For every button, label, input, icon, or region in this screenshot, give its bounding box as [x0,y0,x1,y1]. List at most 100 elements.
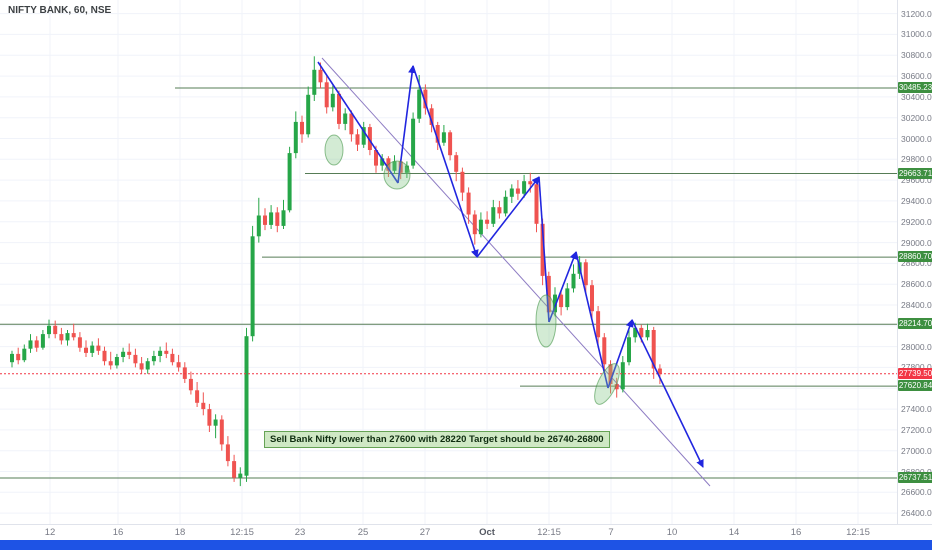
candle-body [343,113,348,124]
candle-body [583,262,588,286]
candle-body [540,223,545,276]
candle-body [417,89,422,119]
candle-body [485,219,490,224]
price-tick-label: 28000.00 [901,341,932,352]
trend-arrow[interactable] [607,319,634,389]
candle-body [553,294,557,313]
candle-body [546,275,551,313]
candle-body [380,158,385,166]
highlight-ellipse[interactable] [590,360,625,407]
candle-body [263,215,267,225]
price-tick-label: 27400.00 [901,404,932,415]
trend-arrow[interactable] [476,176,540,258]
highlight-ellipse[interactable] [535,294,557,348]
candle-body [139,363,144,370]
candle-body [608,364,613,385]
candle-body [503,196,508,214]
candle-body [77,337,82,348]
time-tick-label: 16 [790,527,802,538]
candle-body [602,337,607,365]
candle-body [651,330,656,369]
trend-arrow[interactable] [397,65,417,184]
candle-body [232,461,237,478]
time-tick-label: 16 [112,527,124,538]
symbol-title: NIFTY BANK, 60, NSE [8,5,112,16]
highlight-ellipse[interactable] [383,160,411,190]
trend-arrow[interactable] [548,251,578,323]
candle-body [571,273,576,289]
level-lines-layer[interactable] [0,87,897,479]
candle-body [22,348,27,361]
candle-body [207,409,212,426]
price-tick-label: 29600.00 [901,175,932,186]
zigzag-arrows-layer[interactable] [317,61,704,468]
price-tick-label: 29400.00 [901,195,932,206]
candle-body [478,219,483,235]
candle-body [528,181,533,185]
time-axis[interactable]: 12 16 18 12:15 23 25 27 Oct 12:15 7 10 14 16 12:15 [0,524,932,541]
candle-body [392,161,397,171]
candle-body [645,330,650,338]
candle-body [219,419,224,445]
trend-arrow[interactable] [317,61,399,184]
time-tick-label: 10 [666,527,678,538]
trend-arrow[interactable] [538,176,550,323]
candle-body [324,82,329,108]
candle-body [195,390,200,403]
candle-body [633,327,638,338]
highlight-ellipses-layer[interactable] [324,134,625,408]
candles-layer [10,56,662,487]
candle-body [318,69,323,83]
price-tick-label: 31200.00 [901,8,932,19]
candle-body [454,155,459,172]
candle-body [127,351,132,355]
candle-body [472,214,477,235]
time-tick-label: 27 [419,527,431,538]
price-tick-label: 27000.00 [901,445,932,456]
time-tick-label: 12:15 [846,527,870,538]
candle-body [102,350,107,362]
candle-body [59,334,64,341]
candle-body [151,356,156,362]
time-tick-label: 12:15 [537,527,561,538]
price-level-badge: 27620.84 [898,380,932,392]
candle-body [188,378,193,391]
candle-body [300,121,304,135]
timeline-scrollbar[interactable] [0,540,932,550]
price-tick-label: 27800.00 [901,362,932,372]
candle-body [16,353,21,361]
candle-body [614,384,619,390]
candle-body [47,325,51,335]
price-level-badge: 28860.70 [898,251,932,263]
sell-note-label[interactable]: Sell Bank Nifty lower than 27600 with 28… [264,431,610,448]
candle-body [312,69,317,95]
chart-area[interactable]: Sell Bank Nifty lower than 27600 with 28… [0,0,897,524]
candle-body [158,350,163,356]
price-tick-label: 29000.00 [901,237,932,248]
trend-arrow[interactable] [412,65,479,258]
price-axis[interactable]: 31200.00 31000.00 30800.00 30600.00 30400.00… [897,0,932,524]
time-tick-label: 7 [608,527,614,538]
trendline-layer[interactable] [321,57,711,487]
price-tick-label: 30000.00 [901,133,932,144]
candle-body [170,353,175,363]
candle-body [620,362,625,390]
trend-arrow[interactable] [631,319,704,468]
candle-body [515,188,520,194]
candle-body [466,192,471,215]
candle-body [657,368,662,374]
candle-body [90,345,95,353]
candle-body [71,333,76,338]
candle-body [361,127,366,145]
price-chart[interactable] [0,0,897,524]
highlight-ellipse[interactable] [324,134,344,166]
candle-body [250,236,255,337]
trend-arrow[interactable] [575,251,609,389]
candle-body [108,361,113,366]
descending-trendline[interactable] [321,57,711,487]
candle-body [306,94,311,135]
candle-body [491,207,496,224]
price-level-badge: 26737.51 [898,472,932,483]
time-tick-label: 25 [357,527,369,538]
